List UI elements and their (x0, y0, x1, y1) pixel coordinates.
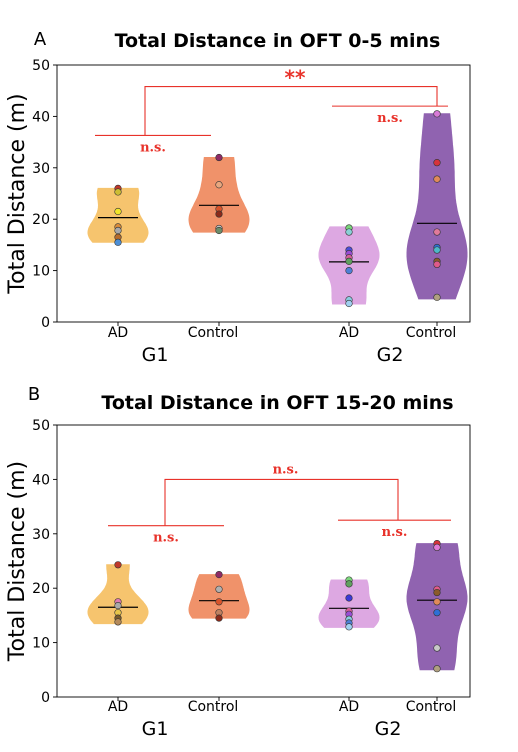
y-tick-label: 10 (32, 636, 50, 652)
y-tick-label: 40 (32, 472, 50, 488)
plot-frame (56, 424, 471, 698)
data-point (433, 246, 441, 254)
significance-label: n.s. (153, 531, 179, 546)
significance-label: n.s. (273, 462, 299, 477)
panel-label: A (34, 29, 47, 50)
data-point (433, 228, 441, 236)
y-tick-label: 20 (32, 581, 50, 597)
significance-label: n.s. (140, 140, 166, 155)
data-point (114, 561, 122, 569)
data-point (433, 588, 441, 597)
data-point (433, 260, 441, 269)
data-point (345, 228, 353, 236)
data-point (114, 226, 122, 235)
data-point (433, 159, 441, 167)
data-point (215, 226, 223, 235)
data-point (433, 293, 441, 301)
data-point (433, 598, 441, 606)
data-point (215, 614, 223, 622)
violin-g2-ad (318, 226, 380, 305)
x-tick-label: AD (339, 325, 359, 341)
data-point (345, 580, 353, 588)
data-point (433, 644, 441, 652)
data-point (433, 110, 441, 118)
data-point (345, 257, 353, 265)
data-point (215, 181, 223, 189)
violin-g1-control (188, 574, 250, 619)
data-point (433, 609, 441, 617)
data-point (345, 299, 353, 308)
y-tick-label: 0 (41, 315, 50, 331)
data-point (215, 585, 223, 593)
x-tick-label: AD (339, 699, 359, 715)
data-point (215, 210, 223, 218)
y-tick-label: 50 (32, 58, 50, 74)
y-tick-label: 20 (32, 212, 50, 228)
y-tick-label: 10 (32, 264, 50, 280)
significance-label: n.s. (377, 111, 403, 126)
data-point (345, 623, 353, 631)
violin-g2-control (406, 113, 468, 300)
significance-label: n.s. (382, 525, 408, 540)
group-label: G1 (142, 344, 169, 366)
violin-g1-ad (87, 187, 149, 243)
data-point (215, 570, 223, 579)
violin-g2-ad (318, 579, 380, 628)
data-point (114, 618, 122, 626)
group-label: G2 (377, 344, 404, 366)
violin-g2-control (406, 543, 468, 671)
data-point (345, 267, 353, 275)
x-tick-label: AD (108, 699, 128, 715)
violin-g1-ad (87, 564, 149, 625)
violin-g1-control (188, 157, 250, 233)
y-tick-label: 30 (32, 527, 50, 543)
x-tick-label: Control (406, 325, 457, 341)
x-tick-label: AD (108, 325, 128, 341)
data-point (114, 207, 122, 216)
data-point (433, 175, 441, 183)
data-point (215, 153, 223, 162)
chart-title: Total Distance in OFT 0-5 mins (115, 30, 441, 52)
data-point (433, 543, 441, 552)
significance-bracket (164, 478, 399, 526)
data-point (215, 598, 223, 606)
data-point (345, 594, 353, 602)
y-axis-label: Total Distance (m) (5, 93, 30, 294)
data-point (114, 188, 122, 196)
panel-a: A Total Distance in OFT 0-5 mins 0 10 20 30 40… (5, 29, 471, 366)
data-point (114, 238, 122, 246)
y-axis-label: Total Distance (m) (5, 461, 30, 662)
data-point (114, 602, 122, 610)
y-tick-label: 30 (32, 161, 50, 177)
group-label: G2 (375, 718, 402, 740)
data-point (433, 665, 441, 673)
x-tick-label: Control (406, 699, 457, 715)
y-tick-label: 40 (32, 109, 50, 125)
significance-label: ** (285, 66, 306, 90)
chart-title: Total Distance in OFT 15-20 mins (101, 392, 453, 414)
y-tick-label: 0 (41, 690, 50, 706)
y-tick-label: 50 (32, 418, 50, 434)
significance-bracket (144, 86, 438, 136)
plot-frame (56, 64, 471, 323)
x-tick-label: Control (188, 325, 239, 341)
panel-label: B (28, 384, 40, 405)
group-label: G1 (142, 718, 169, 740)
panel-b: B Total Distance in OFT 15-20 mins 0 10 20 30… (5, 384, 471, 740)
x-tick-label: Control (188, 699, 239, 715)
